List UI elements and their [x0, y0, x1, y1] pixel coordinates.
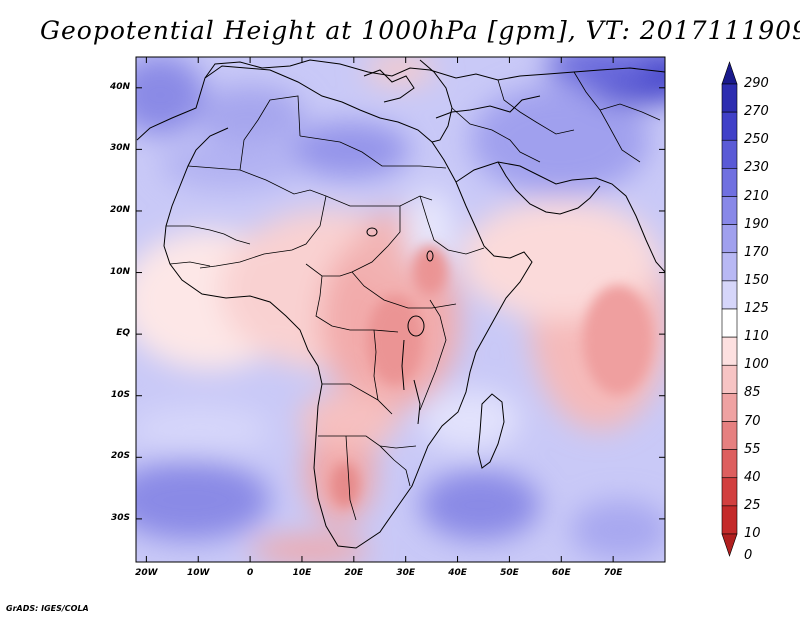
colorbar-swatch	[721, 449, 738, 479]
lon-tick-label: 60E	[551, 568, 571, 578]
lat-tick-label: 20N	[109, 204, 130, 215]
colorbar-level-label: 250	[744, 132, 769, 148]
grads-credit: GrADS: IGES/COLA	[6, 604, 89, 613]
lat-tick-label: 20S	[110, 451, 130, 462]
colorbar-swatch	[721, 61, 738, 85]
colorbar-level-label: 190	[744, 216, 769, 232]
colorbar-level-label: 55	[744, 441, 761, 457]
colorbar-swatch	[721, 196, 738, 225]
lon-tick-label: 10E	[292, 568, 312, 578]
colorbar-level-label: 100	[744, 357, 769, 373]
lon-tick-label: 0	[246, 568, 254, 578]
colorbar-swatch	[721, 533, 738, 557]
colorbar-level-label: 110	[744, 329, 769, 345]
colorbar-swatch	[721, 364, 738, 394]
map-title: Geopotential Height at 1000hPa [gpm], VT…	[40, 16, 800, 45]
lat-tick-label: 10N	[109, 266, 130, 277]
colorbar-swatch	[721, 393, 738, 422]
colorbar-level-label: 210	[744, 188, 769, 204]
lat-tick-label: 30S	[110, 512, 130, 523]
colorbar-level-label: 10	[744, 526, 761, 541]
colorbar-swatch	[721, 252, 738, 282]
lat-tick-label: 10S	[110, 389, 130, 400]
colorbar-level-label: 270	[744, 104, 769, 120]
lat-tick-label: EQ	[116, 328, 130, 339]
colorbar	[721, 61, 738, 557]
axis-ticks	[136, 57, 665, 562]
height-field	[136, 57, 665, 562]
colorbar-swatch	[721, 421, 738, 450]
lon-tick-label: 70E	[603, 568, 623, 578]
colorbar-level-label: 70	[744, 413, 761, 429]
lakes	[366, 227, 434, 425]
coastlines	[136, 59, 665, 549]
colorbar-level-label: 290	[744, 76, 769, 91]
lat-tick-label: 40N	[109, 81, 130, 92]
plot-frame	[135, 56, 666, 563]
colorbar-level-label: 230	[744, 160, 769, 176]
colorbar-level-label: 85	[744, 385, 761, 401]
colorbar-level-label: 0	[744, 548, 753, 563]
lon-tick-label: 10W	[187, 568, 210, 578]
lon-tick-label: 30E	[396, 568, 416, 578]
colorbar-swatch	[721, 111, 738, 141]
colorbar-level-label: 150	[744, 272, 769, 288]
country-borders	[166, 71, 661, 521]
lon-tick-label: 20E	[344, 568, 364, 578]
colorbar-level-label: 40	[744, 469, 761, 485]
colorbar-swatch	[721, 477, 738, 507]
lat-tick-label: 30N	[109, 143, 130, 154]
lon-tick-label: 20W	[135, 568, 158, 578]
colorbar-swatch	[721, 505, 738, 535]
colorbar-swatch	[721, 336, 738, 366]
colorbar-swatch	[721, 83, 738, 113]
colorbar-level-label: 125	[744, 301, 769, 316]
colorbar-swatch	[721, 139, 738, 169]
colorbar-level-label: 25	[744, 497, 761, 513]
colorbar-swatch	[721, 224, 738, 254]
colorbar-level-label: 170	[744, 244, 769, 260]
lon-tick-label: 40E	[448, 568, 467, 578]
lon-tick-label: 50E	[500, 568, 519, 578]
colorbar-swatch	[721, 308, 738, 338]
colorbar-swatch	[721, 168, 738, 197]
colorbar-swatch	[721, 280, 738, 310]
